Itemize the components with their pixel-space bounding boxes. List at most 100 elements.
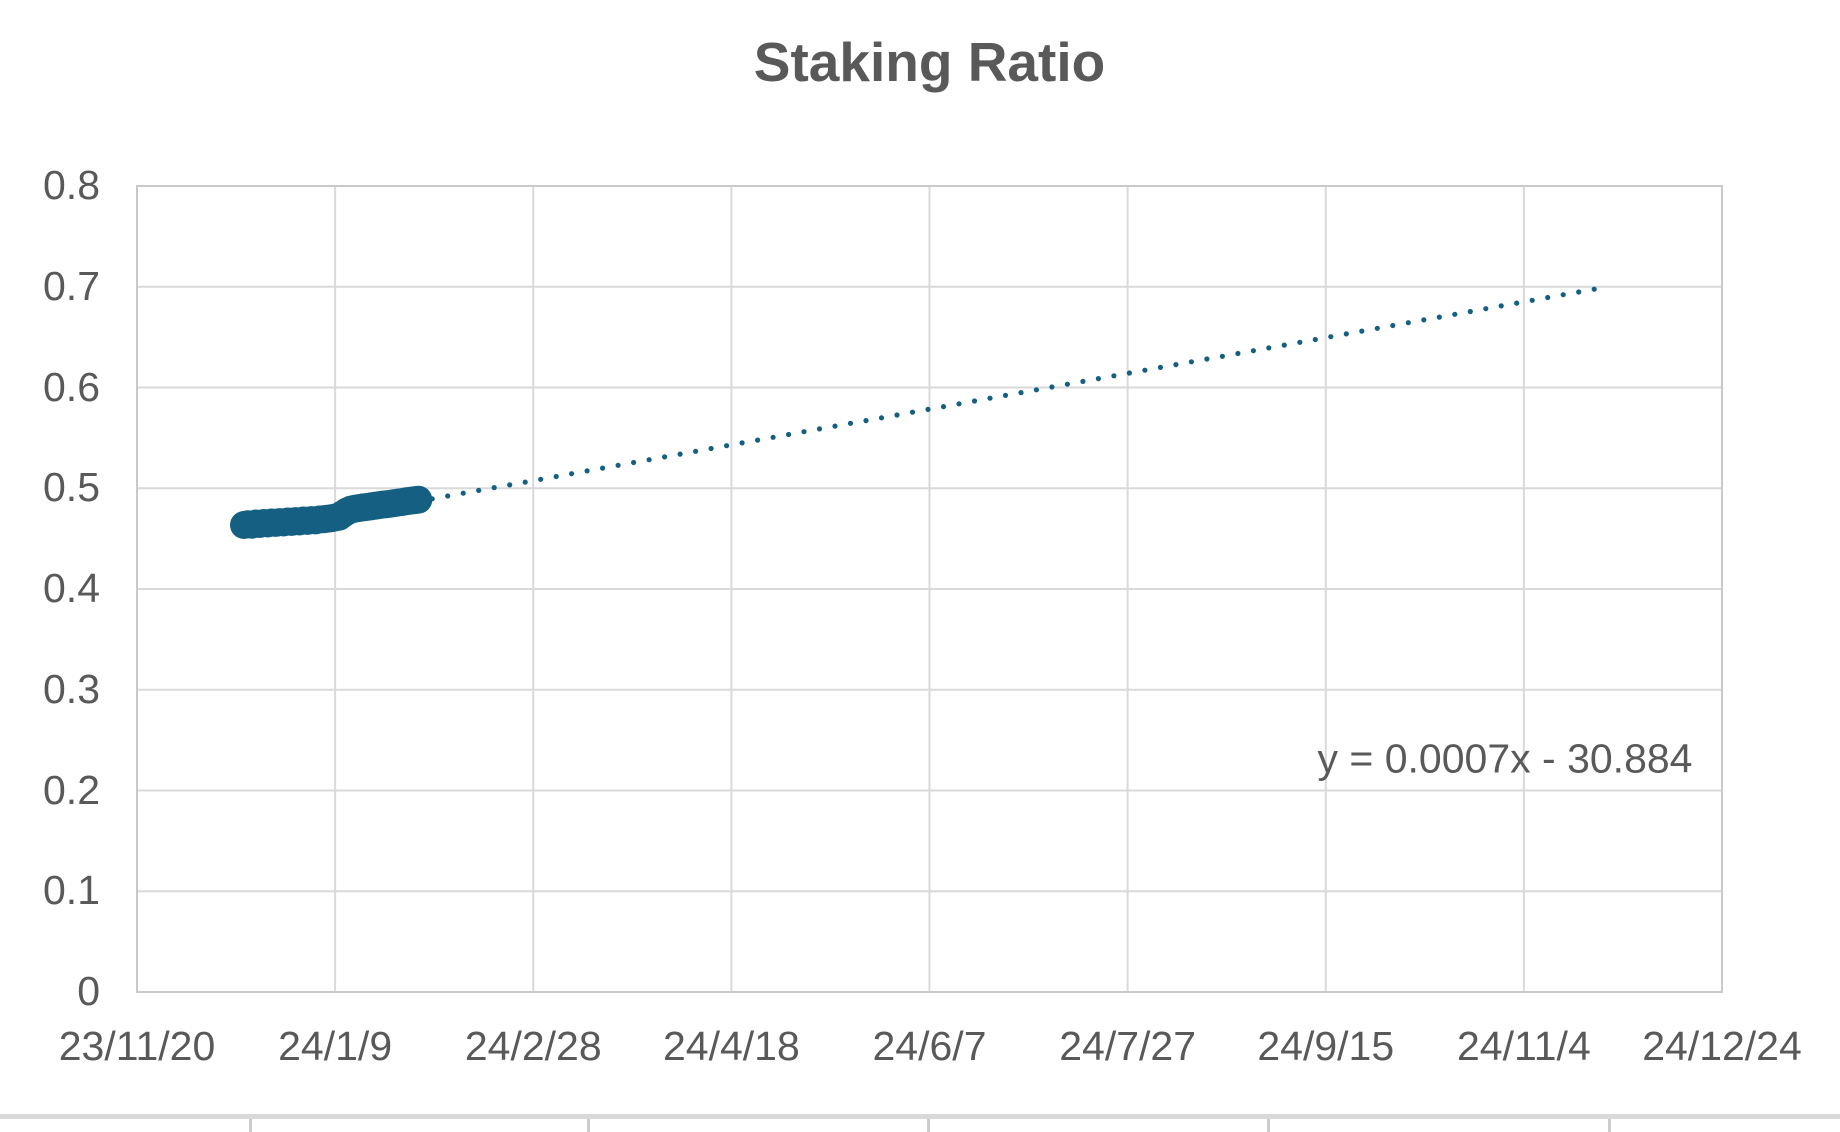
trendline-dot: [1297, 339, 1303, 345]
trendline-dot: [615, 462, 621, 468]
x-tick-label: 24/12/24: [1642, 1023, 1802, 1069]
trendline-dot: [1281, 342, 1287, 348]
y-tick-label: 0.4: [43, 565, 100, 611]
spreadsheet-column-border: [587, 1119, 590, 1132]
trendline-dot: [1018, 390, 1024, 396]
y-tick-label: 0.3: [43, 665, 100, 712]
trendline-dot: [693, 448, 699, 454]
trendline-dot: [987, 395, 993, 401]
trendline-dot: [569, 471, 575, 477]
y-tick-label: 0.5: [43, 464, 100, 511]
trendline-dot: [894, 412, 900, 418]
trendline-dot: [522, 479, 528, 485]
x-tick-label: 24/6/7: [872, 1023, 987, 1069]
x-tick-label: 24/9/15: [1257, 1023, 1395, 1069]
trendline-dot: [1204, 356, 1210, 362]
trendline-dot: [1421, 317, 1427, 323]
chart-title: Staking Ratio: [753, 31, 1106, 93]
trendline-dot: [1049, 384, 1055, 390]
trendline-dot: [1266, 345, 1272, 351]
trendline-dot: [600, 465, 606, 471]
trendline-dot: [491, 485, 497, 491]
x-tick-label: 23/11/20: [58, 1023, 216, 1069]
spreadsheet-row-border: [0, 1114, 1840, 1119]
trendline-dot: [1250, 348, 1256, 354]
x-tick-label: 24/1/9: [278, 1023, 393, 1069]
trendline-dot: [940, 404, 947, 410]
trendline-equation-label: y = 0.0007x - 30.884: [1317, 735, 1693, 782]
trendline-dot: [584, 468, 590, 474]
trendline-dot: [1157, 364, 1163, 370]
trendline-dot: [708, 445, 714, 452]
trendline-dot: [1111, 373, 1117, 379]
trendline-dot: [739, 440, 745, 446]
trendline-dot: [553, 473, 559, 480]
trendline-dot: [770, 434, 776, 440]
trendline-dot: [755, 437, 761, 443]
trendline-dot: [909, 409, 916, 415]
trendline-dot: [1390, 322, 1396, 329]
trendline-dot: [460, 490, 466, 496]
y-tick-label: 0.6: [43, 363, 100, 410]
trendline-dot: [863, 418, 869, 424]
trendline-dot: [1405, 320, 1411, 326]
trendline-dot: [1359, 328, 1365, 334]
trendline-dot: [1002, 392, 1009, 398]
trendline-dot: [1483, 306, 1489, 312]
trendline-dot: [878, 415, 885, 421]
trendline-dot: [724, 443, 730, 449]
trendline-dot: [1452, 311, 1458, 317]
trendline-dot: [1529, 297, 1535, 303]
trendline-dot: [631, 459, 637, 466]
data-point: [404, 485, 433, 514]
trendline-dot: [1235, 350, 1241, 357]
spreadsheet-column-border: [927, 1119, 930, 1132]
trendline-dot: [646, 457, 652, 463]
trendline-dot: [1343, 331, 1349, 337]
plot-area-border: [136, 185, 1723, 993]
trendline-dot: [786, 431, 792, 438]
y-tick-label: 0.8: [43, 162, 100, 208]
trendline-dot: [1374, 325, 1380, 331]
trendline-dot: [1560, 292, 1566, 298]
y-tick-label: 0.2: [43, 766, 100, 813]
trendline-dot: [1219, 353, 1225, 359]
trendline-dot: [925, 406, 931, 412]
trendline-dot: [1498, 303, 1504, 309]
x-tick-label: 24/7/27: [1059, 1023, 1197, 1069]
trendline-dot: [677, 451, 683, 457]
trendline-dot: [1033, 387, 1039, 393]
trendline-dot: [1436, 314, 1442, 320]
x-tick-label: 24/4/18: [662, 1023, 800, 1069]
trendline-dot: [1080, 378, 1086, 384]
trendline-dot: [1095, 376, 1101, 382]
spreadsheet-column-border: [1608, 1119, 1611, 1132]
spreadsheet-column-border: [1267, 1119, 1270, 1132]
x-tick-label: 24/11/4: [1456, 1023, 1591, 1069]
trendline-dot: [1514, 300, 1520, 306]
trendline-dot: [1467, 308, 1473, 315]
trendline-dot: [1545, 294, 1551, 301]
trendline-dot: [476, 487, 482, 493]
trendline-dot: [816, 426, 823, 432]
trendline-dot: [1328, 334, 1334, 340]
trendline-dot: [1173, 362, 1179, 368]
trendline-dot: [832, 423, 838, 429]
trendline-dot: [1312, 336, 1318, 343]
trendline-dot: [971, 398, 978, 404]
trendline-dot: [662, 454, 668, 460]
y-tick-label: 0.1: [43, 867, 100, 914]
y-tick-label: 0.7: [43, 262, 100, 309]
trendline-dot: [956, 401, 962, 407]
trendline-dot: [801, 429, 807, 435]
trendline-dot: [1064, 381, 1070, 387]
trendline-dot: [847, 420, 854, 426]
x-tick-label: 24/2/28: [464, 1023, 602, 1069]
trendline-dot: [1591, 286, 1597, 292]
trendline-dot: [1142, 367, 1148, 373]
trendline-dot: [507, 482, 513, 488]
trendline-dot: [1126, 370, 1132, 376]
y-tick-label: 0: [77, 968, 100, 1014]
